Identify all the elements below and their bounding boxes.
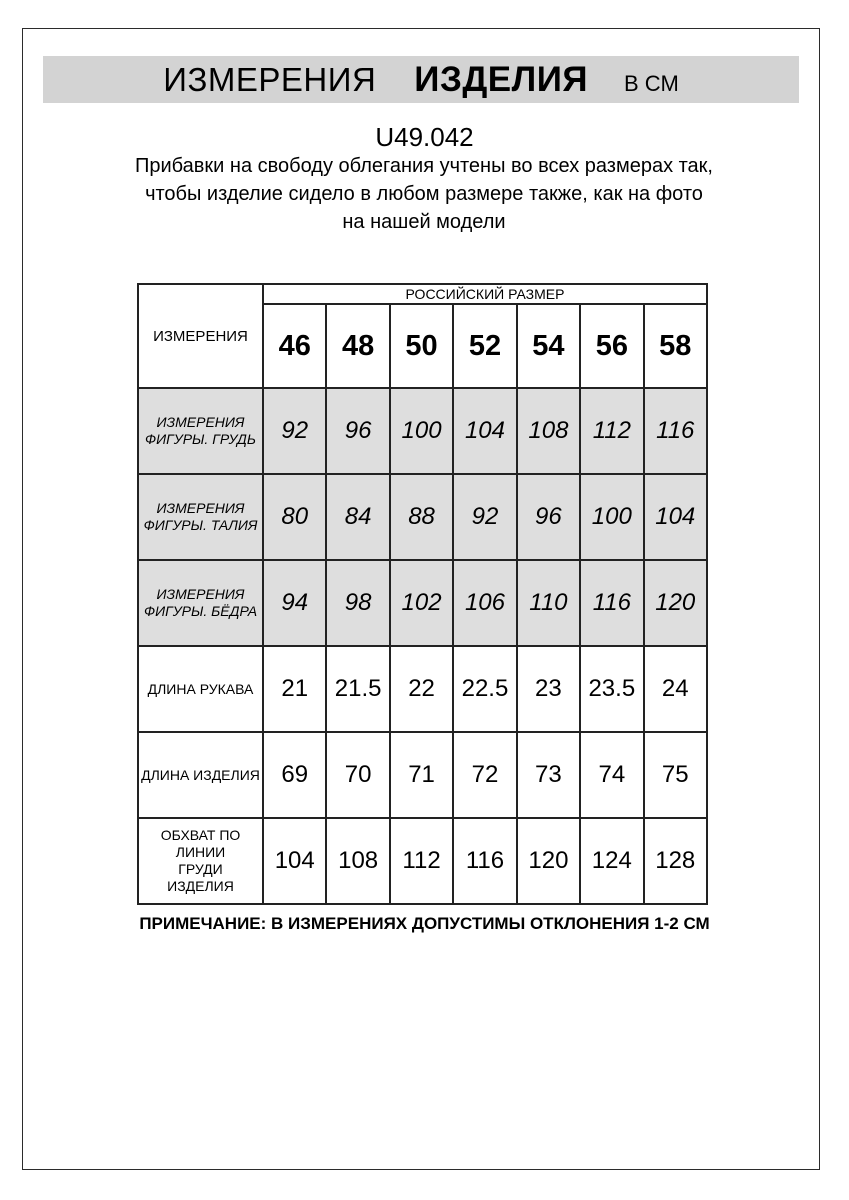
article-code: U49.042 [375,122,474,152]
value-cell: 74 [579,731,645,819]
corner-header-cell: ИЗМЕРЕНИЯ [137,283,264,389]
value-cell: 73 [515,731,582,819]
table-row-chest-girth: ОБХВАТ ПО ЛИНИИ ГРУДИ ИЗДЕЛИЯ 104 108 11… [137,817,709,905]
value-cell: 116 [642,387,709,475]
value-cell: 21 [261,645,328,733]
table-row-figure-waist: ИЗМЕРЕНИЯ ФИГУРЫ. ТАЛИЯ 80 84 88 92 96 1… [137,473,709,561]
size-header-cell: 50 [388,303,455,389]
row-label: ИЗМЕРЕНИЯ ФИГУРЫ. ТАЛИЯ [137,473,264,561]
value-cell: 22 [388,645,455,733]
value-cell: 116 [579,559,645,647]
value-cell: 124 [579,817,645,905]
size-group-header: РОССИЙСКИЙ РАЗМЕР [262,283,708,305]
value-cell: 110 [515,559,582,647]
table-row-figure-chest: ИЗМЕРЕНИЯ ФИГУРЫ. ГРУДЬ 92 96 100 104 10… [137,387,709,475]
value-cell: 108 [325,817,391,905]
value-cell: 106 [452,559,518,647]
row-label: ДЛИНА ИЗДЕЛИЯ [137,731,264,819]
size-header-cell: 56 [579,303,645,389]
value-cell: 75 [642,731,709,819]
value-cell: 22.5 [452,645,518,733]
page-frame [22,28,820,1170]
page-title-units: В СМ [624,71,679,96]
value-cell: 71 [388,731,455,819]
table-header-row: ИЗМЕРЕНИЯ РОССИЙСКИЙ РАЗМЕР [137,283,708,389]
value-cell: 100 [388,387,455,475]
row-label: ДЛИНА РУКАВА [137,645,264,733]
size-header-cell: 48 [325,303,391,389]
size-header-cell: 46 [261,303,328,389]
value-cell: 80 [261,473,328,561]
value-cell: 72 [452,731,518,819]
value-cell: 102 [388,559,455,647]
value-cell: 112 [388,817,455,905]
value-cell: 84 [325,473,391,561]
table-row-sleeve-length: ДЛИНА РУКАВА 21 21.5 22 22.5 23 23.5 24 [137,645,709,733]
value-cell: 96 [515,473,582,561]
value-cell: 23.5 [579,645,645,733]
value-cell: 112 [579,387,645,475]
value-cell: 104 [261,817,328,905]
description-text: Прибавки на свободу облегания учтены во … [135,155,713,233]
value-cell: 104 [642,473,709,561]
value-cell: 128 [642,817,709,905]
size-header-cell: 54 [515,303,582,389]
page-title-measurements: ИЗМЕРЕНИЯ [163,61,377,98]
size-header-row: 46 48 50 52 54 56 58 [138,303,709,389]
value-cell: 23 [515,645,582,733]
size-header-cell: 52 [452,303,518,389]
value-cell: 120 [515,817,582,905]
value-cell: 21.5 [325,645,391,733]
value-cell: 69 [261,731,328,819]
value-cell: 116 [452,817,518,905]
value-cell: 94 [261,559,328,647]
page-title-product: ИЗДЕЛИЯ [414,60,589,99]
value-cell: 24 [642,645,709,733]
row-label: ИЗМЕРЕНИЯ ФИГУРЫ. ГРУДЬ [137,387,264,475]
table-row-figure-hips: ИЗМЕРЕНИЯ ФИГУРЫ. БЁДРА 94 98 102 106 11… [137,559,709,647]
value-cell: 96 [325,387,391,475]
size-header-cell: 58 [642,303,709,389]
value-cell: 70 [325,731,391,819]
value-cell: 88 [388,473,455,561]
row-label: ИЗМЕРЕНИЯ ФИГУРЫ. БЁДРА [137,559,264,647]
note-text: ПРИМЕЧАНИЕ: В ИЗМЕРЕНИЯХ ДОПУСТИМЫ ОТКЛО… [139,914,710,933]
value-cell: 104 [452,387,518,475]
row-label: ОБХВАТ ПО ЛИНИИ ГРУДИ ИЗДЕЛИЯ [137,817,264,905]
value-cell: 92 [261,387,328,475]
value-cell: 98 [325,559,391,647]
table-row-item-length: ДЛИНА ИЗДЕЛИЯ 69 70 71 72 73 74 75 [137,731,709,819]
title-bar: ИЗМЕРЕНИЯ ИЗДЕЛИЯ В СМ [43,56,799,103]
value-cell: 100 [579,473,645,561]
value-cell: 92 [452,473,518,561]
size-table: ИЗМЕРЕНИЯ РОССИЙСКИЙ РАЗМЕР 46 48 50 52 … [137,283,709,905]
value-cell: 108 [515,387,582,475]
value-cell: 120 [642,559,709,647]
